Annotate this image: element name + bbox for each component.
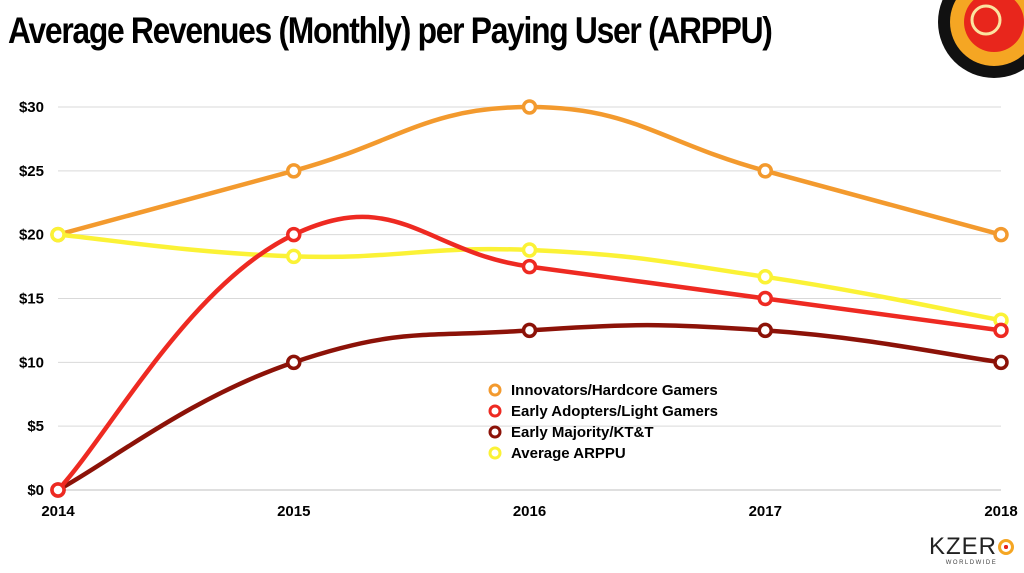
brand-name: KZER — [929, 535, 1014, 559]
data-point-average — [50, 226, 66, 243]
y-tick-label: $30 — [19, 99, 44, 116]
data-point-innovators — [757, 163, 773, 179]
brand-subtitle: WORLDWIDE — [945, 560, 998, 566]
data-point-early_majority — [521, 322, 538, 339]
brand-name-text: KZER — [928, 533, 997, 560]
data-point-innovators — [521, 99, 538, 115]
logo-core — [964, 0, 1024, 52]
logo-swirl — [970, 4, 1002, 36]
data-point-early_adopters — [521, 258, 538, 275]
y-tick-label: $25 — [19, 163, 44, 180]
y-tick-label: $0 — [27, 482, 44, 499]
x-tick-label: 2017 — [749, 503, 782, 520]
x-tick-label: 2016 — [513, 503, 546, 520]
y-tick-label: $10 — [19, 354, 44, 371]
brand-o-icon — [998, 539, 1014, 555]
y-tick-label: $15 — [19, 291, 44, 308]
data-point-innovators — [286, 163, 302, 179]
chart-title: Average Revenues (Monthly) per Paying Us… — [8, 10, 773, 51]
legend-marker-early_majority — [488, 425, 502, 439]
axis-labels: $0 $5 $10 $15 $20 $25 $30 2014 2015 2016 2017 2018 — [19, 99, 1018, 520]
data-point-average — [757, 269, 773, 285]
data-point-innovators — [993, 226, 1009, 243]
legend-label-average: Average ARPPU — [511, 445, 626, 462]
data-point-early_majority — [757, 322, 773, 339]
logo-corner-icon — [938, 0, 1024, 78]
y-tick-label: $5 — [27, 418, 44, 435]
legend-marker-early_adopters — [488, 404, 502, 418]
x-tick-label: 2018 — [984, 503, 1017, 520]
legend-label-innovators: Innovators/Hardcore Gamers — [511, 382, 718, 399]
data-point-early_adopters — [286, 226, 302, 243]
legend-label-early_adopters: Early Adopters/Light Gamers — [511, 403, 718, 420]
x-tick-label: 2015 — [277, 503, 310, 520]
brand-logo: KZER WORLDWIDE — [929, 535, 1014, 567]
series-lines — [50, 99, 1009, 498]
data-point-early_adopters — [50, 482, 66, 498]
data-point-early_majority — [286, 354, 302, 371]
y-tick-label: $20 — [19, 227, 44, 244]
legend-label-early_majority: Early Majority/KT&T — [511, 424, 654, 441]
data-point-average — [521, 242, 538, 258]
series-line-early_adopters — [55, 214, 1004, 493]
x-tick-label: 2014 — [41, 503, 75, 520]
data-point-early_adopters — [757, 290, 773, 307]
data-point-average — [286, 248, 302, 265]
legend-marker-innovators — [488, 383, 502, 397]
data-point-early_adopters — [993, 322, 1009, 339]
legend-marker-average — [488, 446, 502, 460]
data-point-early_majority — [993, 354, 1009, 371]
legend: Innovators/Hardcore Gamers Early Adopters… — [488, 382, 718, 462]
